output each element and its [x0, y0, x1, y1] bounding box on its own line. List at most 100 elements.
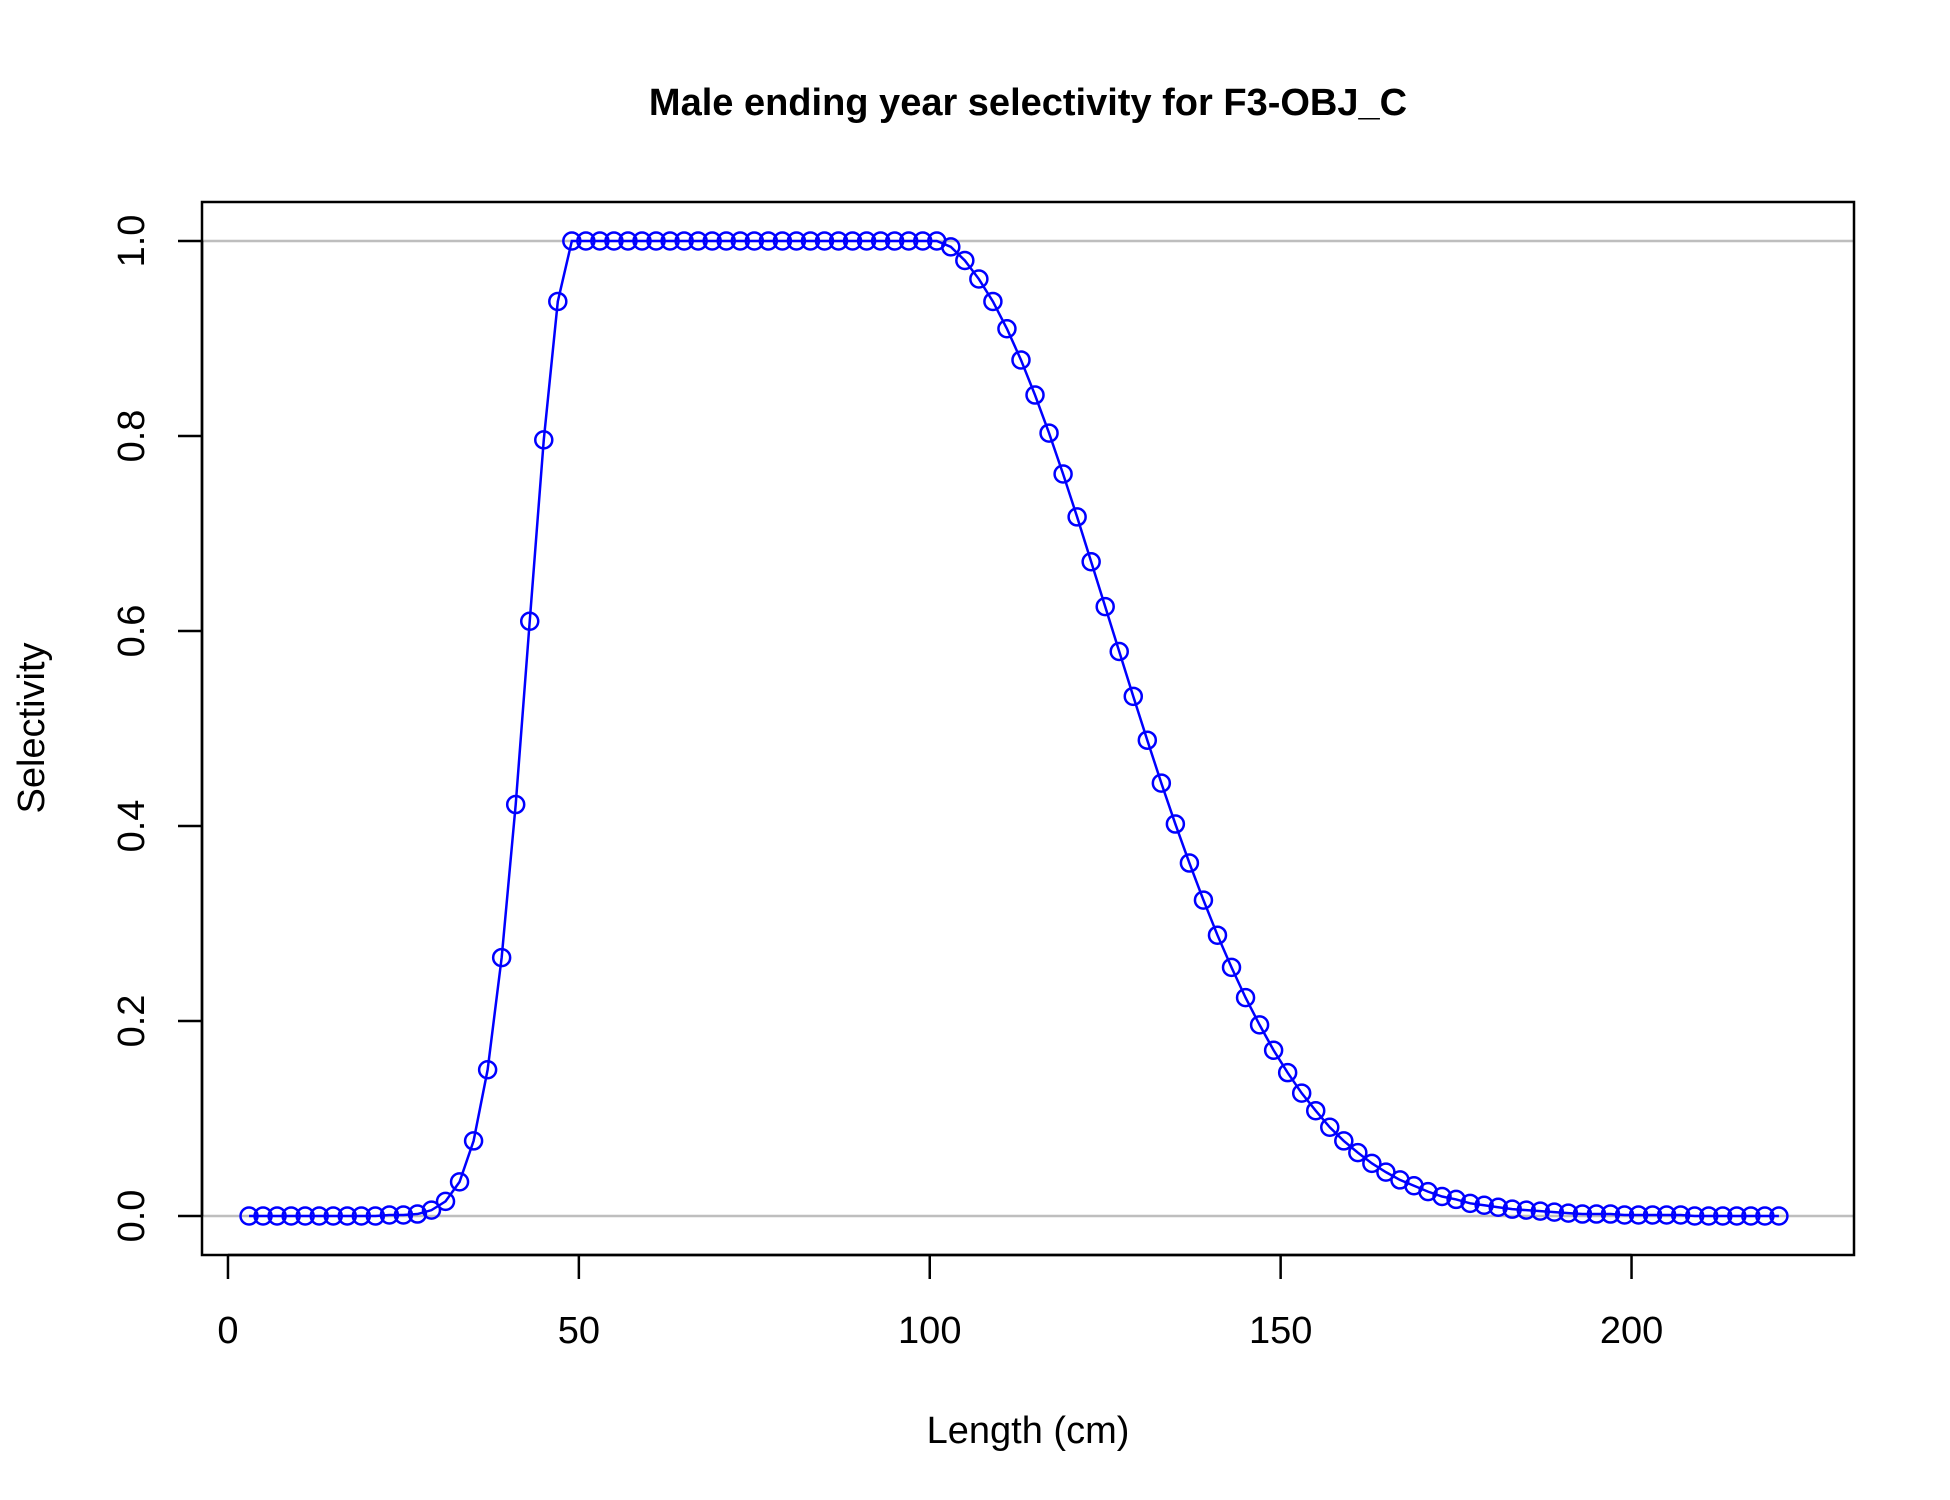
data-point: [842, 231, 863, 251]
data-point: [1516, 1200, 1537, 1220]
data-point: [1586, 1204, 1607, 1224]
data-point: [337, 1206, 358, 1226]
data-point: [1137, 730, 1158, 750]
data-point: [407, 1204, 428, 1224]
data-point: [969, 269, 989, 289]
data-point: [1755, 1206, 1775, 1226]
data-point: [463, 1131, 484, 1151]
reference-lines: [202, 239, 1854, 1218]
data-point: [814, 231, 835, 251]
data-point: [632, 231, 652, 251]
data-point: [758, 231, 779, 251]
data-point: [1305, 1100, 1326, 1121]
x-axis: 0 50 100 150 200: [217, 1253, 1663, 1352]
data-point: [1432, 1186, 1452, 1207]
data-point: [1277, 1062, 1298, 1083]
data-point: [576, 231, 596, 251]
data-point: [1684, 1206, 1705, 1226]
data-point: [1081, 552, 1101, 572]
x-axis-label: Length (cm): [927, 1410, 1130, 1452]
series-line: [249, 239, 1779, 1218]
data-point: [309, 1206, 329, 1226]
y-tick-label: 0.6: [111, 605, 153, 658]
data-point: [393, 1205, 414, 1225]
data-point: [983, 291, 1003, 312]
data-point: [800, 231, 821, 251]
data-point: [562, 231, 582, 251]
data-point: [1460, 1193, 1480, 1214]
data-point: [1235, 987, 1256, 1008]
data-point: [590, 231, 610, 251]
data-point: [505, 794, 526, 815]
y-tick-label: 0.8: [111, 410, 153, 463]
data-point: [534, 430, 554, 450]
data-point: [1474, 1195, 1494, 1216]
x-tick-label: 0: [217, 1310, 238, 1352]
data-point: [1656, 1205, 1677, 1225]
data-point: [323, 1206, 343, 1226]
data-point: [1109, 641, 1129, 662]
data-point: [941, 237, 961, 257]
data-point: [1207, 925, 1228, 945]
data-point: [702, 231, 722, 251]
x-tick-label: 150: [1249, 1310, 1312, 1352]
data-point: [618, 231, 638, 251]
data-point: [421, 1200, 442, 1220]
data-point: [1011, 350, 1031, 370]
data-point: [674, 231, 694, 251]
data-point: [1123, 686, 1144, 707]
y-axis: 0.0 0.2 0.4 0.6 0.8 1.0: [111, 215, 204, 1243]
data-point: [912, 231, 933, 251]
data-point: [730, 231, 751, 251]
y-axis-label: Selectivity: [11, 642, 53, 813]
data-point: [519, 611, 540, 631]
data-point: [1095, 596, 1115, 617]
data-point: [1348, 1142, 1368, 1163]
y-tick-label: 0.4: [111, 800, 153, 853]
data-point: [1249, 1015, 1270, 1035]
data-point: [1642, 1205, 1663, 1225]
data-point: [1193, 890, 1214, 910]
data-point: [786, 231, 807, 251]
y-tick-label: 0.0: [111, 1190, 153, 1243]
data-point: [1039, 423, 1059, 443]
data-point: [1544, 1202, 1565, 1222]
data-point: [449, 1172, 470, 1192]
data-point: [1334, 1131, 1354, 1151]
data-point: [744, 231, 765, 251]
data-point: [688, 231, 708, 251]
data-point: [1558, 1203, 1579, 1223]
data-point: [1614, 1205, 1635, 1225]
data-point: [828, 231, 849, 251]
data-point: [870, 231, 891, 251]
data-point: [477, 1060, 498, 1080]
data-point: [1698, 1206, 1719, 1226]
data-point: [1670, 1205, 1691, 1225]
data-point: [1488, 1197, 1508, 1217]
data-point: [281, 1206, 301, 1226]
data-point: [295, 1206, 315, 1226]
data-point: [856, 231, 877, 251]
data-point: [351, 1206, 372, 1226]
data-point: [1362, 1153, 1382, 1174]
data-point: [1151, 773, 1172, 793]
data-point: [435, 1191, 456, 1212]
x-tick-label: 100: [898, 1310, 961, 1352]
data-point: [716, 231, 736, 251]
chart-title: Male ending year selectivity for F3-OBJ_…: [649, 82, 1407, 124]
data-point: [491, 947, 512, 968]
data-point: [646, 231, 666, 251]
y-tick-label: 1.0: [111, 215, 153, 268]
data-point: [1741, 1206, 1761, 1226]
data-point: [1530, 1201, 1551, 1221]
data-point: [898, 231, 919, 251]
data-point: [1446, 1189, 1466, 1210]
data-point: [1221, 957, 1242, 978]
data-point: [660, 231, 680, 251]
data-point: [1713, 1206, 1733, 1226]
series-layer: [239, 231, 1789, 1226]
data-point: [379, 1205, 400, 1225]
data-point: [604, 231, 624, 251]
data-point: [997, 319, 1017, 339]
